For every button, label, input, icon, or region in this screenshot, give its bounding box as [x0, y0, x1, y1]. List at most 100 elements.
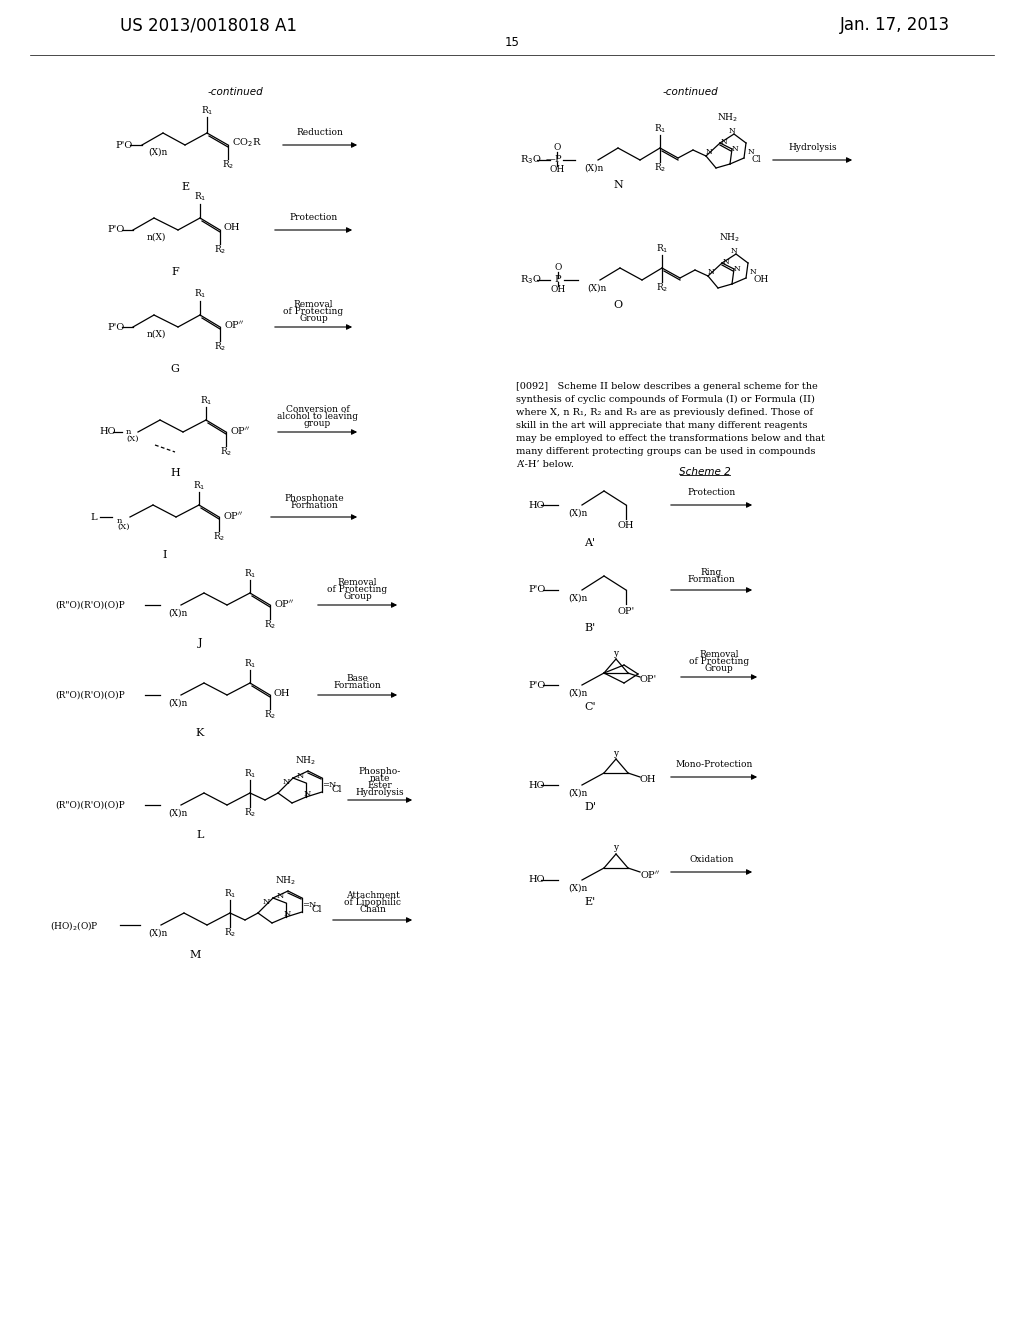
Text: y: y — [613, 648, 618, 657]
Text: Conversion of: Conversion of — [286, 405, 349, 414]
Text: (R"O)(R'O)(O)P: (R"O)(R'O)(O)P — [55, 601, 125, 610]
Text: Chain: Chain — [359, 906, 386, 913]
Text: OP': OP' — [617, 606, 635, 615]
Text: Group: Group — [343, 591, 372, 601]
Text: Group: Group — [705, 664, 733, 673]
Text: R$_3$O: R$_3$O — [520, 153, 542, 166]
Text: OH: OH — [617, 521, 634, 531]
Text: y: y — [613, 843, 618, 853]
Text: N: N — [283, 777, 290, 785]
Text: P'O: P'O — [115, 140, 132, 149]
Text: of Lipophilic: of Lipophilic — [344, 898, 401, 907]
Text: O: O — [553, 144, 561, 153]
Text: R$_1$: R$_1$ — [244, 657, 256, 671]
Text: C': C' — [584, 702, 596, 711]
Text: Protection: Protection — [687, 488, 735, 498]
Text: K: K — [196, 729, 204, 738]
Text: OP$''$: OP$''$ — [640, 869, 660, 880]
Text: R$_2$: R$_2$ — [264, 709, 276, 721]
Text: N: N — [750, 268, 757, 276]
Text: O: O — [554, 264, 562, 272]
Text: OH: OH — [274, 689, 291, 698]
Text: R$_2$: R$_2$ — [220, 446, 232, 458]
Text: G: G — [171, 364, 179, 374]
Text: Group: Group — [299, 314, 328, 323]
Text: n: n — [126, 428, 131, 436]
Text: (X)n: (X)n — [568, 884, 588, 894]
Text: O: O — [613, 300, 623, 310]
Text: D': D' — [584, 803, 596, 812]
Text: N: N — [296, 772, 304, 780]
Text: R$_2$: R$_2$ — [244, 807, 256, 820]
Text: of Protecting: of Protecting — [284, 308, 344, 315]
Text: P: P — [555, 156, 561, 165]
Text: HO: HO — [99, 428, 116, 437]
Text: may be employed to effect the transformations below and that: may be employed to effect the transforma… — [516, 434, 825, 444]
Text: N: N — [733, 265, 740, 273]
Text: alcohol to leaving: alcohol to leaving — [278, 412, 358, 421]
Text: Cl: Cl — [331, 785, 341, 795]
Text: OP$''$: OP$''$ — [274, 598, 294, 610]
Text: J: J — [198, 638, 203, 648]
Text: N: N — [706, 148, 713, 156]
Text: Phosphonate: Phosphonate — [285, 494, 344, 503]
Text: R$_1$: R$_1$ — [244, 768, 256, 780]
Text: Hydrolysis: Hydrolysis — [355, 788, 404, 797]
Text: Reduction: Reduction — [297, 128, 343, 137]
Text: N: N — [708, 268, 715, 276]
Text: many different protecting groups can be used in compounds: many different protecting groups can be … — [516, 447, 815, 455]
Text: R$_3$O: R$_3$O — [520, 273, 542, 286]
Text: R$_2$: R$_2$ — [655, 281, 668, 294]
Text: y: y — [613, 748, 618, 758]
Text: skill in the art will appreciate that many different reagents: skill in the art will appreciate that ma… — [516, 421, 808, 430]
Text: Formation: Formation — [334, 681, 381, 690]
Text: R$_1$: R$_1$ — [194, 191, 206, 203]
Text: (X)n: (X)n — [168, 609, 187, 618]
Text: n(X): n(X) — [147, 330, 166, 339]
Text: R$_2$: R$_2$ — [222, 158, 234, 172]
Text: A’-H’ below.: A’-H’ below. — [516, 459, 574, 469]
Text: OP': OP' — [640, 676, 657, 685]
Text: OP$''$: OP$''$ — [224, 319, 245, 331]
Text: Cl: Cl — [752, 156, 762, 165]
Text: HO: HO — [528, 780, 545, 789]
Text: Scheme 2: Scheme 2 — [679, 467, 731, 477]
Text: Phospho-: Phospho- — [358, 767, 401, 776]
Text: (X)n: (X)n — [568, 689, 588, 698]
Text: N: N — [723, 257, 729, 267]
Text: L: L — [197, 830, 204, 840]
Text: R$_2$: R$_2$ — [654, 162, 667, 174]
Text: (X)n: (X)n — [148, 148, 167, 157]
Text: F: F — [171, 267, 179, 277]
Text: Formation: Formation — [688, 576, 735, 583]
Text: (R"O)(R'O)(O)P: (R"O)(R'O)(O)P — [55, 690, 125, 700]
Text: n(X): n(X) — [147, 234, 166, 242]
Text: R$_1$: R$_1$ — [655, 243, 669, 255]
Text: R$_1$: R$_1$ — [200, 395, 212, 408]
Text: Protection: Protection — [290, 213, 338, 222]
Text: R$_1$: R$_1$ — [653, 123, 667, 135]
Text: HO: HO — [528, 875, 545, 884]
Text: NH$_2$: NH$_2$ — [275, 875, 297, 887]
Text: US 2013/0018018 A1: US 2013/0018018 A1 — [120, 16, 297, 34]
Text: N: N — [284, 909, 291, 917]
Text: of Protecting: of Protecting — [328, 585, 387, 594]
Text: Formation: Formation — [290, 502, 338, 510]
Text: —: — — [545, 156, 555, 165]
Text: =N: =N — [302, 902, 316, 909]
Text: L: L — [90, 512, 96, 521]
Text: (X)n: (X)n — [568, 789, 588, 799]
Text: E: E — [181, 182, 189, 191]
Text: nate: nate — [370, 774, 390, 783]
Text: Attachment: Attachment — [345, 891, 399, 900]
Text: Mono-Protection: Mono-Protection — [675, 760, 753, 770]
Text: H: H — [170, 469, 180, 478]
Text: P'O: P'O — [106, 226, 124, 235]
Text: N: N — [303, 789, 310, 799]
Text: N: N — [613, 180, 623, 190]
Text: P: P — [555, 276, 561, 285]
Text: R$_1$: R$_1$ — [193, 479, 205, 492]
Text: of Protecting: of Protecting — [689, 657, 750, 667]
Text: synthesis of cyclic compounds of Formula (I) or Formula (II): synthesis of cyclic compounds of Formula… — [516, 395, 815, 404]
Text: OH: OH — [550, 285, 565, 294]
